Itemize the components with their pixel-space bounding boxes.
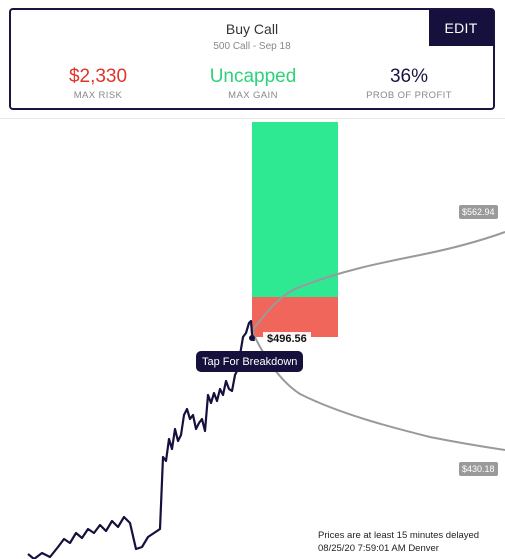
prob-profit-label: PROB OF PROFIT xyxy=(366,90,452,101)
delay-notice: Prices are at least 15 minutes delayed xyxy=(318,530,480,541)
max-risk-stat: $2,330 MAX RISK xyxy=(23,66,173,101)
edit-button[interactable]: EDIT xyxy=(429,10,493,46)
current-price-label: $496.56 xyxy=(263,332,311,346)
lower-range-badge: $430.18 xyxy=(459,462,498,476)
price-delay-disclaimer: Prices are at least 15 minutes delayed 0… xyxy=(318,530,479,555)
prob-profit-stat: 36% PROB OF PROFIT xyxy=(334,66,484,101)
trade-subtitle: 500 Call - Sep 18 xyxy=(213,41,291,52)
price-chart[interactable] xyxy=(0,119,505,559)
header-divider xyxy=(0,118,505,119)
lower-range-line xyxy=(251,330,505,451)
trade-title: Buy Call xyxy=(225,21,279,37)
prob-profit-value: 36% xyxy=(389,66,429,87)
upper-range-badge: $562.94 xyxy=(459,205,498,219)
upper-range-line xyxy=(251,231,505,332)
quote-timestamp: 08/25/20 7:59:01 AM Denver xyxy=(318,542,439,554)
profit-zone xyxy=(252,122,338,297)
max-gain-value: Uncapped xyxy=(209,66,297,87)
max-risk-label: MAX RISK xyxy=(73,90,123,101)
trade-summary-card: Buy Call 500 Call - Sep 18 EDIT $2,330 M… xyxy=(9,8,495,110)
tap-for-breakdown-button[interactable]: Tap For Breakdown xyxy=(196,351,304,372)
price-history-line xyxy=(27,319,256,559)
max-gain-label: MAX GAIN xyxy=(228,90,278,101)
max-gain-stat: Uncapped MAX GAIN xyxy=(178,66,328,101)
current-price-marker xyxy=(249,335,255,341)
loss-zone xyxy=(252,297,338,337)
max-risk-value: $2,330 xyxy=(68,66,128,87)
